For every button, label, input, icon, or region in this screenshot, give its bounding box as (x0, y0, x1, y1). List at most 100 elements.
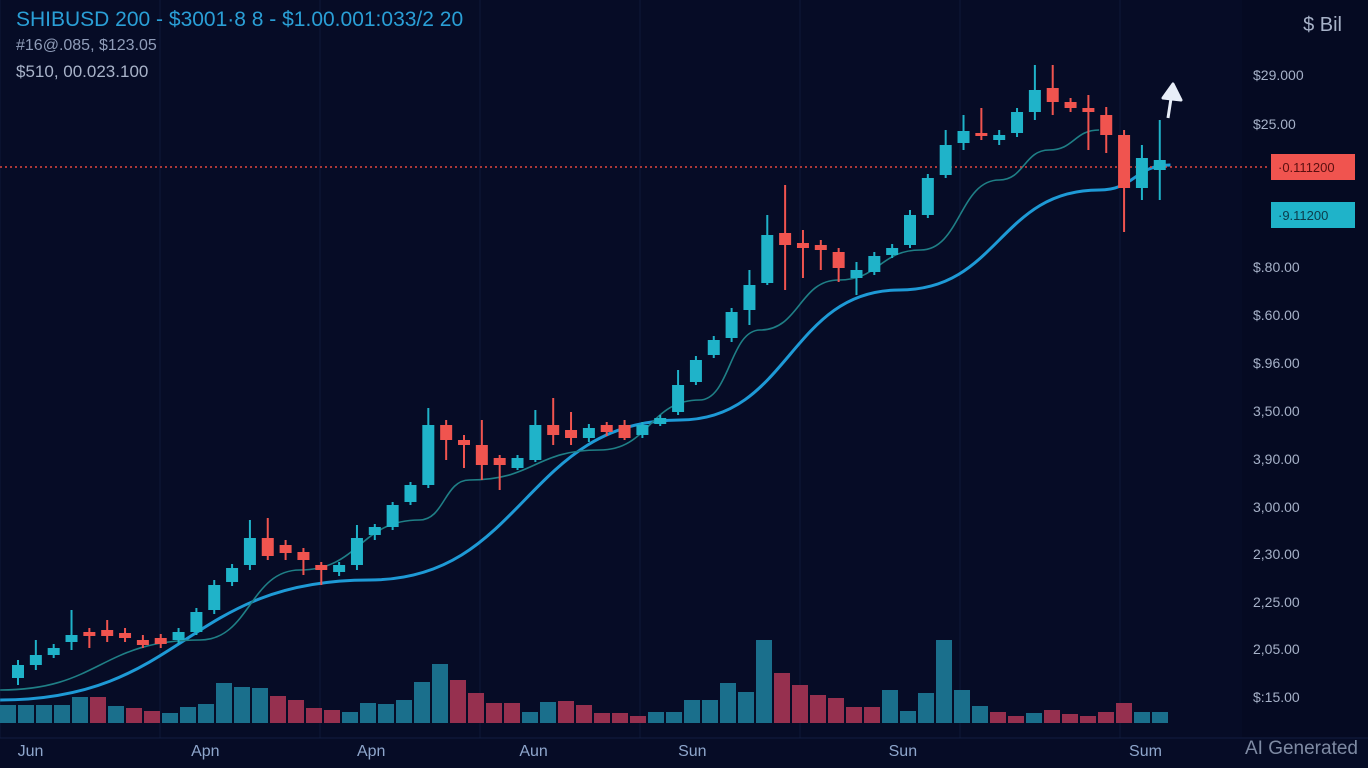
volume-bar (1044, 710, 1060, 723)
volume-bar (1008, 716, 1024, 723)
candle-body (243, 538, 256, 565)
candle-body (672, 385, 685, 412)
candle-body (779, 233, 792, 245)
volume-bar (0, 705, 16, 723)
candle-body (600, 425, 613, 432)
candle-down (547, 398, 560, 445)
candle-body (315, 565, 328, 570)
candle-body (814, 245, 827, 250)
moving-average-line (0, 129, 1100, 691)
candle-body (511, 458, 524, 468)
candle-body (1118, 135, 1131, 188)
candle-down (279, 540, 292, 560)
watermark: AI Generated (1244, 738, 1358, 759)
candle-up (1153, 120, 1166, 200)
chart-subtitle-2: $510, 00.023.100 (16, 62, 149, 81)
volume-bar (324, 710, 340, 723)
volume-bar (1062, 714, 1078, 723)
x-tick-label: Sun (678, 743, 706, 760)
candle-up (582, 424, 595, 442)
candle-down (1046, 65, 1059, 115)
candle-up (529, 410, 542, 462)
axis-currency-label: $ Bil (1303, 14, 1342, 36)
candle-body (190, 612, 203, 632)
volume-bar (234, 687, 250, 723)
candle-up (65, 610, 78, 650)
candle-up (993, 130, 1006, 145)
candle-body (796, 243, 809, 248)
candle-down (83, 628, 96, 648)
volume-bar (900, 711, 916, 723)
price-tag-label: ·9.11200 (1278, 208, 1328, 223)
candle-body (725, 312, 738, 338)
candle-up (350, 525, 363, 570)
volume-bar (1152, 712, 1168, 723)
volume-bar (432, 664, 448, 723)
volume-bar (648, 712, 664, 723)
volume-bar (684, 700, 700, 723)
candle-up (333, 562, 346, 576)
up-arrow-icon (1161, 82, 1183, 119)
candle-up (707, 336, 720, 358)
candle-down (1064, 98, 1077, 112)
candle-body (565, 430, 578, 438)
candle-down (101, 620, 114, 642)
y-tick-label: $.60.00 (1253, 307, 1300, 323)
candle-up (422, 408, 435, 488)
candle-body (47, 648, 60, 655)
candle-body (83, 632, 96, 636)
candle-body (65, 635, 78, 642)
volume-bar (936, 640, 952, 723)
candle-down (261, 518, 274, 560)
y-axis: $29.000 $25.00 $.80.00 $.60.00 $.96.00 3,50.0… (1253, 67, 1304, 705)
candle-up (654, 415, 667, 426)
candle-up (226, 564, 239, 586)
x-axis: Jun Apn Apn Aun Sun Sun Sum (18, 743, 1162, 760)
candle-body (208, 585, 221, 610)
candle-up (386, 502, 399, 530)
candle-up (47, 644, 60, 658)
candle-body (12, 665, 24, 678)
price-tags: ·0.111200 ·9.11200 (1271, 154, 1355, 228)
volume-bar (792, 685, 808, 723)
candle-body (850, 270, 863, 278)
candle-body (136, 640, 149, 645)
volume-bar (1080, 716, 1096, 723)
volume-bar (972, 706, 988, 723)
candle-down (475, 420, 488, 480)
volume-bar (414, 682, 430, 723)
volume-bar (1116, 703, 1132, 723)
candle-body (743, 285, 756, 310)
volume-bar (180, 707, 196, 723)
y-tick-label: $.80.00 (1253, 259, 1300, 275)
x-tick-label: Sum (1129, 743, 1162, 760)
volume-bar (558, 701, 574, 723)
candle-body (333, 565, 346, 572)
volume-bar (630, 716, 646, 723)
volume-bar (36, 705, 52, 723)
volume-bar (144, 711, 160, 723)
x-tick-label: Apn (357, 743, 385, 760)
candle-up (208, 580, 221, 614)
volume-bar (1026, 713, 1042, 723)
volume-bar (810, 695, 826, 723)
candle-body (404, 485, 417, 502)
candle-down (493, 455, 506, 490)
candle-up (243, 520, 256, 570)
volume-bar (54, 705, 70, 723)
candle-down (315, 562, 328, 585)
candle-up (1135, 145, 1148, 200)
candle-up (868, 252, 881, 275)
candle-down (796, 230, 809, 278)
volume-bar (612, 713, 628, 723)
candle-down (832, 248, 845, 282)
volume-bar (396, 700, 412, 723)
y-tick-label: 3,90.00 (1253, 451, 1300, 467)
volume-bar (864, 707, 880, 723)
x-tick-label: Jun (18, 743, 44, 760)
candle-body (297, 552, 310, 560)
volume-bars (0, 640, 1168, 723)
volume-bar (882, 690, 898, 723)
y-tick-label: 2,30.00 (1253, 546, 1300, 562)
